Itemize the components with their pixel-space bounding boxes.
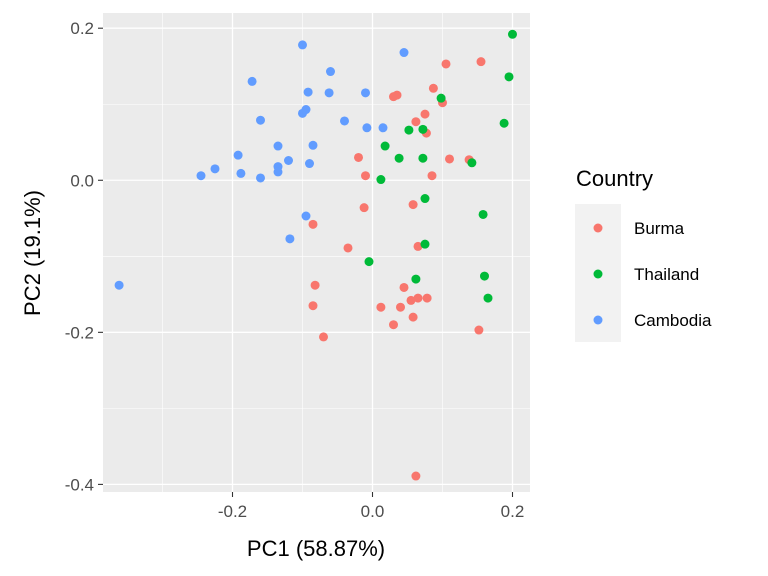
data-point-burma <box>308 301 318 311</box>
data-point-thailand <box>394 153 404 163</box>
data-point-burma <box>319 332 328 342</box>
data-point-cambodia <box>326 67 335 77</box>
data-point-burma <box>389 320 398 330</box>
data-point-burma <box>361 171 370 181</box>
data-point-thailand <box>411 274 421 284</box>
legend-key-thailand <box>593 269 603 279</box>
plot-panel <box>103 13 530 492</box>
data-point-thailand <box>418 124 428 134</box>
data-point-cambodia <box>210 164 220 174</box>
data-point-burma <box>408 200 418 210</box>
data-point-thailand <box>483 293 493 303</box>
x-tick-label: 0.0 <box>361 502 385 521</box>
data-point-burma <box>359 203 369 213</box>
data-point-burma <box>420 109 430 119</box>
data-point-thailand <box>420 194 430 204</box>
data-point-thailand <box>418 153 428 163</box>
x-axis-title: PC1 (58.87%) <box>247 536 385 561</box>
data-point-cambodia <box>284 156 293 166</box>
data-point-burma <box>376 302 386 312</box>
data-point-cambodia <box>196 171 206 181</box>
data-point-cambodia <box>236 168 246 178</box>
data-point-cambodia <box>114 280 124 290</box>
data-point-cambodia <box>298 40 307 50</box>
y-axis-title: PC2 (19.1%) <box>20 190 45 316</box>
data-point-cambodia <box>308 140 318 150</box>
data-point-burma <box>428 83 438 93</box>
data-point-thailand <box>404 125 414 135</box>
minor-gridlines <box>103 13 530 492</box>
legend: Country Burma Thailand Cambodia <box>575 166 712 342</box>
data-point-cambodia <box>362 123 372 133</box>
data-point-cambodia <box>303 87 313 97</box>
data-point-burma <box>445 154 454 164</box>
legend-title: Country <box>576 166 653 191</box>
data-point-burma <box>474 325 484 335</box>
data-point-burma <box>422 293 432 303</box>
data-point-burma <box>343 243 353 253</box>
data-point-burma <box>413 241 423 251</box>
data-point-burma <box>308 219 318 229</box>
data-point-thailand <box>504 72 514 82</box>
data-point-burma <box>396 302 405 312</box>
data-point-burma <box>354 152 363 162</box>
x-tick-label: 0.2 <box>501 502 525 521</box>
data-point-burma <box>406 295 416 305</box>
data-point-burma <box>413 293 423 303</box>
data-point-thailand <box>436 93 446 103</box>
legend-key-burma <box>593 223 603 233</box>
legend-label-burma: Burma <box>634 219 685 238</box>
data-point-cambodia <box>256 115 265 125</box>
tick-labels: -0.2 0.0 0.2 -0.4 -0.2 0.0 0.2 <box>65 19 525 521</box>
data-point-burma <box>310 280 320 290</box>
data-point-cambodia <box>247 76 257 86</box>
data-point-cambodia <box>399 48 409 58</box>
legend-label-cambodia: Cambodia <box>634 311 712 330</box>
data-point-cambodia <box>324 88 334 98</box>
data-point-cambodia <box>273 141 283 151</box>
data-point-thailand <box>467 158 477 168</box>
data-point-cambodia <box>361 88 370 98</box>
data-point-cambodia <box>301 211 311 221</box>
data-point-cambodia <box>340 116 349 126</box>
data-point-thailand <box>364 257 374 267</box>
axis-ticks <box>98 27 514 497</box>
data-point-burma <box>427 171 437 181</box>
major-gridlines <box>103 13 530 492</box>
data-point-burma <box>399 282 409 292</box>
data-point-burma <box>408 312 418 322</box>
y-tick-label: -0.2 <box>65 323 94 342</box>
legend-key-cambodia <box>593 315 603 325</box>
data-point-thailand <box>499 118 509 128</box>
y-tick-label: 0.2 <box>70 19 94 38</box>
data-point-burma <box>411 117 421 127</box>
data-point-burma <box>411 471 421 481</box>
legend-items: Burma Thailand Cambodia <box>593 219 712 330</box>
data-points <box>114 29 517 481</box>
data-point-burma <box>441 59 451 69</box>
data-point-thailand <box>380 141 390 151</box>
data-point-thailand <box>508 29 517 39</box>
data-point-cambodia <box>285 234 295 244</box>
legend-label-thailand: Thailand <box>634 265 699 284</box>
data-point-cambodia <box>273 167 283 177</box>
data-point-cambodia <box>256 173 265 183</box>
data-point-cambodia <box>298 108 307 118</box>
data-point-thailand <box>420 239 430 249</box>
data-point-thailand <box>376 175 386 185</box>
data-point-cambodia <box>233 150 243 160</box>
data-point-thailand <box>478 209 488 219</box>
data-point-cambodia <box>305 159 314 169</box>
data-point-cambodia <box>378 123 388 133</box>
data-point-burma <box>476 57 486 67</box>
data-point-burma <box>392 90 402 100</box>
y-tick-label: 0.0 <box>70 171 94 190</box>
x-tick-label: -0.2 <box>218 502 247 521</box>
y-tick-label: -0.4 <box>65 475 94 494</box>
data-point-thailand <box>480 271 489 281</box>
